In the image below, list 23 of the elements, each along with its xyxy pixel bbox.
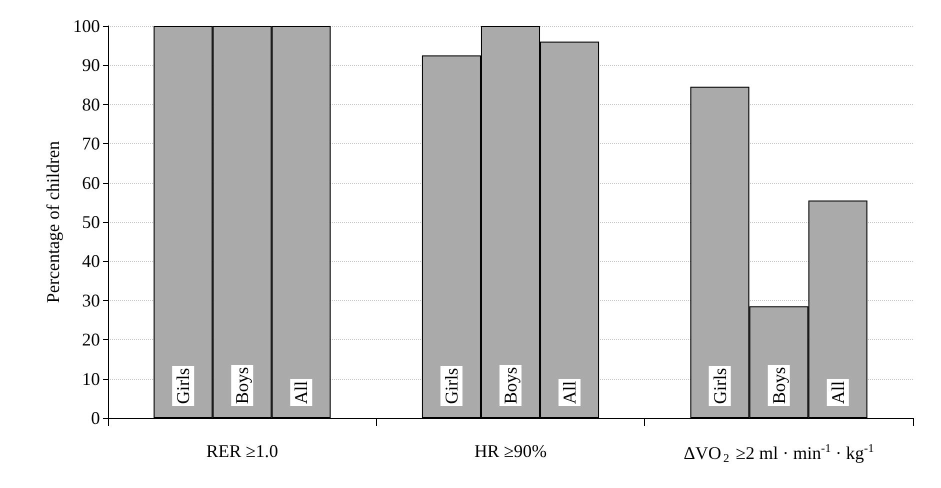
text: Boys bbox=[768, 366, 789, 404]
text: All bbox=[828, 380, 848, 404]
text: All bbox=[560, 380, 580, 404]
y-tick-label: 20 bbox=[82, 330, 100, 350]
y-tick-label: 70 bbox=[82, 134, 100, 154]
y-tick-label: 60 bbox=[82, 172, 100, 193]
text: Girls bbox=[441, 368, 462, 404]
x-tick-label: RER ≥1.0 bbox=[206, 441, 278, 461]
y-tick-label: 0 bbox=[91, 408, 100, 428]
series-label: Boys bbox=[232, 366, 252, 404]
y-tick-label: 90 bbox=[82, 55, 100, 76]
x-tick-label: HR ≥90% bbox=[474, 441, 547, 461]
y-tick-label: 100 bbox=[73, 16, 100, 36]
text: Boys bbox=[500, 366, 520, 404]
y-tick-label: 10 bbox=[82, 368, 100, 389]
series-label: All bbox=[291, 380, 312, 404]
series-label: Girls bbox=[173, 368, 194, 404]
text: Girls bbox=[710, 368, 730, 404]
y-tick-label: 50 bbox=[82, 212, 100, 232]
y-tick-label: 40 bbox=[82, 251, 100, 272]
y-tick-label: 80 bbox=[82, 94, 100, 114]
y-axis-title: Percentage of children bbox=[43, 141, 64, 303]
y-tick-label: 30 bbox=[82, 290, 100, 310]
